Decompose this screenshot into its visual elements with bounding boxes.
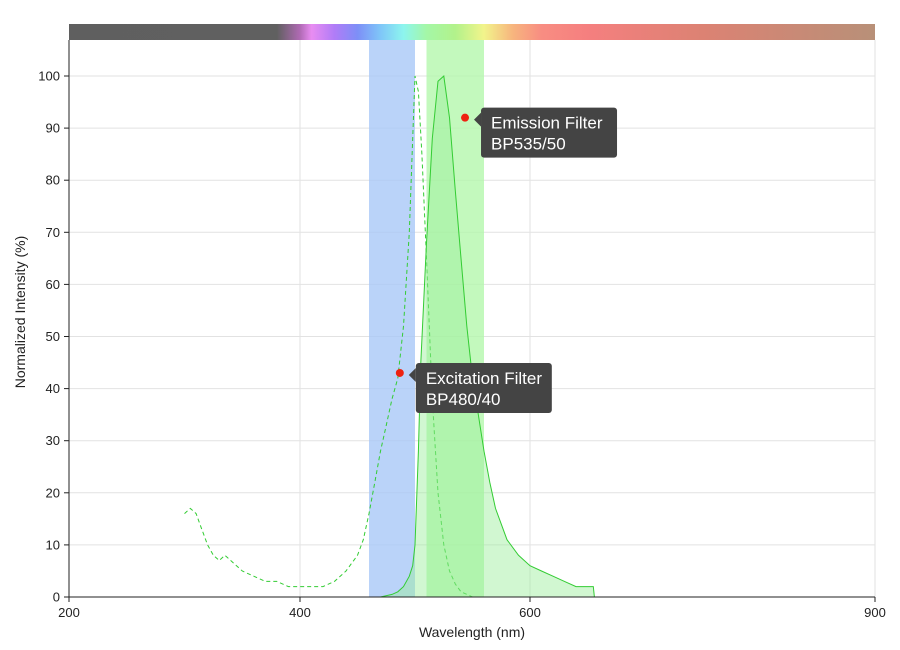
emission-tooltip-line-2: BP535/50 — [491, 135, 566, 154]
excitation-tooltip-line-1: Excitation Filter — [426, 369, 543, 388]
excitation-filter-band — [369, 40, 415, 597]
emission-tooltip-line-1: Emission Filter — [491, 114, 603, 133]
x-tick-label-900: 900 — [864, 605, 886, 620]
excitation-spectrum-line — [184, 75, 473, 598]
x-tick-label-600: 600 — [519, 605, 541, 620]
y-tick-label-60: 60 — [46, 277, 60, 292]
y-tick-label-70: 70 — [46, 225, 60, 240]
y-tick-label-100: 100 — [38, 69, 60, 84]
emission-tooltip-box — [481, 107, 618, 158]
x-tick-label-400: 400 — [289, 605, 311, 620]
emission-filter-band — [426, 40, 484, 597]
emission-tooltip-pointer — [474, 112, 482, 127]
y-tick-label-80: 80 — [46, 173, 60, 188]
y-tick-label-20: 20 — [46, 485, 60, 500]
y-tick-label-40: 40 — [46, 381, 60, 396]
spectra — [184, 74, 595, 598]
excitation-filter-marker — [395, 368, 404, 377]
y-tick-label-0: 0 — [53, 590, 60, 605]
excitation-tooltip-pointer — [408, 367, 416, 382]
spectrum-bar — [69, 24, 875, 40]
y-tick-label-90: 90 — [46, 121, 60, 136]
emission-filter-tooltip: Emission Filter BP535/50 — [461, 107, 618, 158]
filter-tooltips: Excitation Filter BP480/40 Emission Filter… — [395, 107, 618, 413]
excitation-filter-tooltip: Excitation Filter BP480/40 — [395, 362, 552, 413]
y-tick-label-10: 10 — [46, 537, 60, 552]
emission-spectrum-fill — [380, 76, 595, 597]
excitation-tooltip-line-2: BP480/40 — [426, 390, 501, 409]
y-tick-label-50: 50 — [46, 329, 60, 344]
emission-spectrum-line — [380, 74, 595, 598]
y-axis-title: Normalized Intensity (%) — [12, 236, 28, 389]
y-axis-ticks: 0 10 20 30 40 50 60 70 80 90 100 — [38, 69, 69, 605]
x-axis-title: Wavelength (nm) — [419, 624, 525, 640]
x-tick-label-200: 200 — [58, 605, 80, 620]
filter-bands — [369, 40, 484, 597]
emission-filter-marker — [461, 113, 470, 122]
x-axis-ticks: 200 400 600 900 — [58, 597, 886, 620]
excitation-tooltip-box — [415, 362, 552, 413]
y-tick-label-30: 30 — [46, 433, 60, 448]
